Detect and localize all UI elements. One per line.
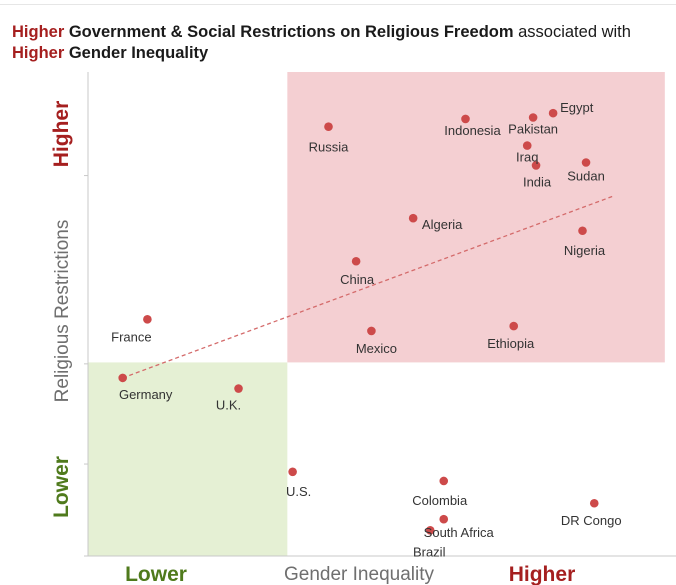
point-germany bbox=[118, 373, 127, 383]
point-sudan bbox=[581, 158, 591, 167]
point-ethiopia bbox=[509, 321, 519, 331]
label-sudan: Sudan bbox=[567, 169, 605, 184]
point-south-africa bbox=[439, 514, 449, 524]
label-u-k: U.K. bbox=[216, 398, 241, 413]
point-brazil bbox=[425, 526, 435, 535]
title-bold-2: Gender Inequality bbox=[64, 44, 209, 62]
point-u-s bbox=[288, 467, 297, 477]
label-iraq: Iraq bbox=[516, 150, 538, 165]
chart-title: Higher Government & Social Restrictions … bbox=[12, 22, 631, 64]
y-axis-ticks bbox=[84, 175, 88, 557]
x-axis-title: Gender Inequality bbox=[284, 564, 434, 585]
point-mexico bbox=[367, 326, 376, 336]
point-nigeria bbox=[578, 226, 587, 236]
label-u-s: U.S. bbox=[286, 484, 311, 499]
title-highlight-2: Higher bbox=[12, 44, 65, 62]
point-u-k bbox=[234, 384, 243, 393]
point-algeria bbox=[408, 213, 418, 223]
y-axis-high-label: Higher bbox=[50, 101, 73, 168]
label-china: China bbox=[340, 272, 375, 287]
y-axis-low-label: Lower bbox=[50, 456, 73, 518]
label-germany: Germany bbox=[119, 387, 173, 402]
label-india: India bbox=[523, 174, 552, 189]
label-ethiopia: Ethiopia bbox=[487, 336, 535, 351]
label-dr-congo: DR Congo bbox=[561, 513, 622, 528]
point-colombia bbox=[439, 476, 449, 486]
label-pakistan: Pakistan bbox=[508, 121, 558, 136]
label-russia: Russia bbox=[309, 140, 350, 155]
point-india bbox=[531, 161, 541, 170]
y-axis-title: Religious Restrictions bbox=[52, 220, 73, 403]
label-brazil: Brazil bbox=[413, 544, 446, 559]
point-china bbox=[351, 256, 361, 266]
trend-line bbox=[122, 195, 613, 379]
label-south-africa: South Africa bbox=[424, 525, 495, 540]
label-egypt: Egypt bbox=[560, 100, 594, 115]
lower-quadrant-region bbox=[88, 362, 288, 556]
point-indonesia bbox=[461, 114, 470, 124]
label-nigeria: Nigeria bbox=[564, 243, 606, 258]
x-axis-high-label: Higher bbox=[509, 563, 576, 585]
title-highlight-1: Higher bbox=[12, 23, 65, 41]
point-iraq bbox=[522, 141, 532, 150]
quadrant-regions bbox=[88, 72, 665, 556]
label-france: France bbox=[111, 329, 151, 344]
title-rest-1: associated with bbox=[513, 23, 631, 41]
top-divider bbox=[0, 4, 676, 5]
label-colombia: Colombia bbox=[412, 493, 468, 508]
point-france bbox=[143, 315, 152, 324]
higher-quadrant-region bbox=[287, 72, 665, 363]
title-line-2: Higher Gender Inequality bbox=[12, 43, 631, 64]
data-points bbox=[118, 108, 599, 535]
label-indonesia: Indonesia bbox=[444, 123, 501, 138]
x-axis-low-label: Lower bbox=[125, 563, 187, 585]
point-russia bbox=[324, 122, 333, 131]
label-algeria: Algeria bbox=[422, 217, 463, 232]
point-egypt bbox=[548, 108, 558, 118]
point-dr-congo bbox=[589, 498, 599, 508]
title-bold-1: Government & Social Restrictions on Reli… bbox=[64, 23, 514, 41]
point-pakistan bbox=[528, 113, 538, 122]
title-line-1: Higher Government & Social Restrictions … bbox=[12, 22, 631, 43]
label-mexico: Mexico bbox=[356, 341, 397, 356]
